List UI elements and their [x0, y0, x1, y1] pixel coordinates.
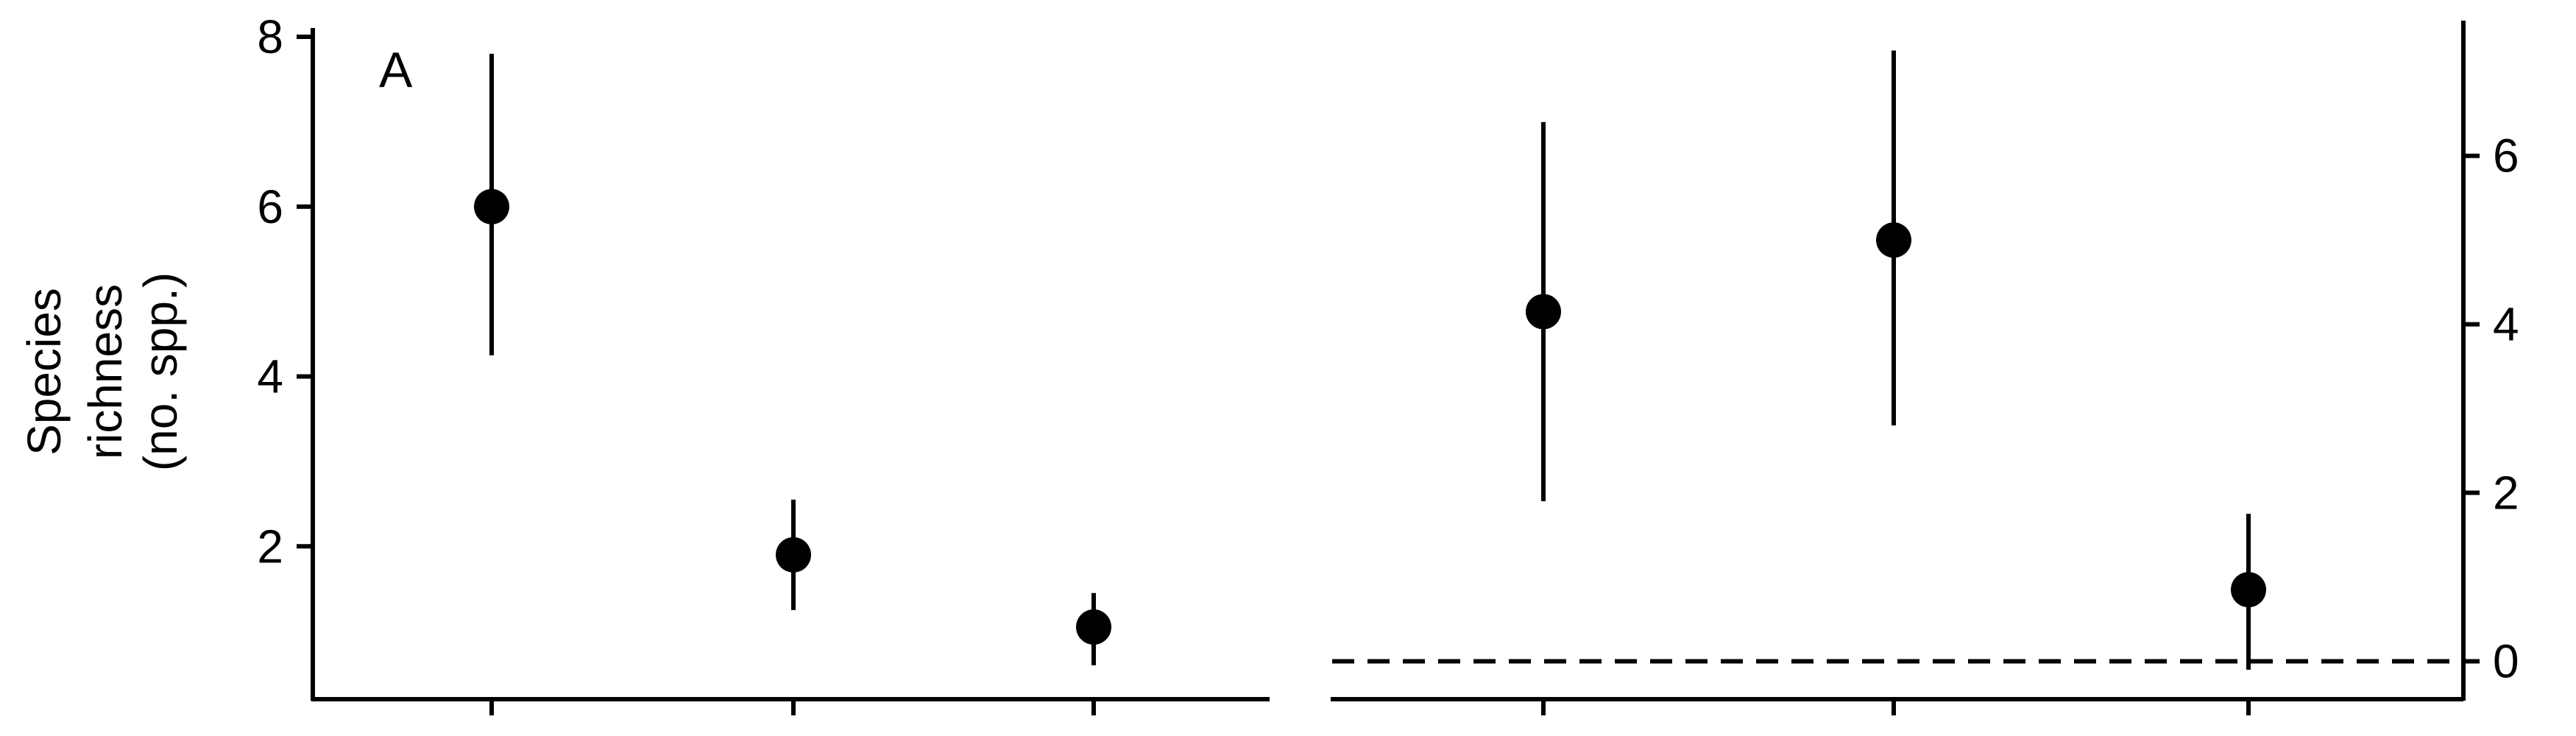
- y-tick-label: 2: [257, 520, 283, 573]
- data-point: [1526, 294, 1561, 330]
- y-tick-label: 2: [2493, 467, 2519, 520]
- data-point: [776, 537, 811, 573]
- data-point: [1076, 609, 1111, 645]
- y-tick-label: 6: [257, 180, 283, 233]
- panel-label: A: [379, 42, 413, 98]
- y-axis-title-line: Species: [18, 288, 71, 456]
- data-point: [2231, 572, 2266, 608]
- y-tick-label: 4: [2493, 298, 2519, 351]
- data-point: [474, 188, 509, 224]
- panel-left: 2 4 6 8 A Species richness (no. spp.): [18, 10, 1270, 715]
- y-axis-title-line: (no. spp.): [134, 272, 187, 471]
- y-tick-label: 0: [2493, 634, 2519, 687]
- y-tick-label: 6: [2493, 130, 2519, 183]
- y-tick-label: 4: [257, 350, 283, 403]
- y-axis-title-line: richness: [79, 284, 132, 459]
- data-point: [1876, 222, 1911, 258]
- y-tick-label: 8: [257, 10, 283, 63]
- panel-right: 0 2 4 6: [1331, 21, 2519, 715]
